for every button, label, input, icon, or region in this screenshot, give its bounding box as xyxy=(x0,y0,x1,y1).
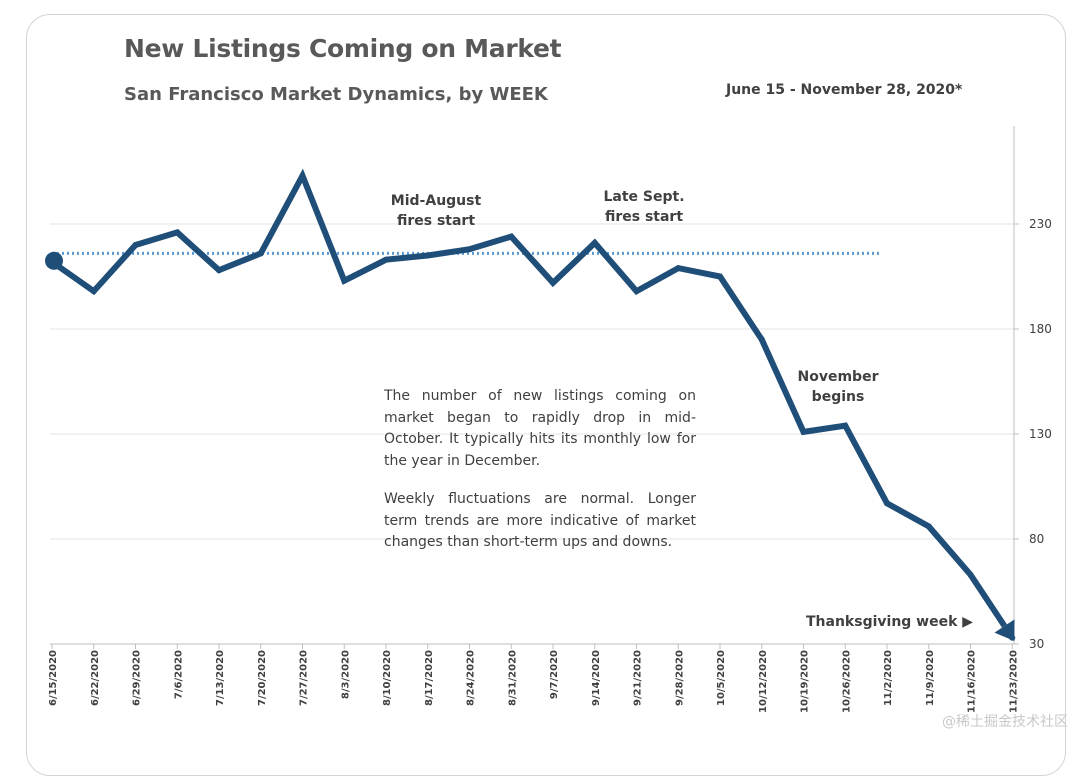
watermark: @稀土掘金技术社区 xyxy=(942,714,1068,730)
annotation-line: Late Sept. xyxy=(603,189,685,205)
data-point xyxy=(675,265,682,272)
annotation-line: fires start xyxy=(604,209,684,225)
x-tick-label: 7/6/2020 xyxy=(173,650,184,699)
data-point xyxy=(90,288,97,295)
data-point xyxy=(257,250,264,257)
data-point xyxy=(967,571,974,578)
note-paragraph-2: Weekly fluctuations are normal. Longer t… xyxy=(384,491,696,550)
x-tick-label: 9/7/2020 xyxy=(549,650,560,699)
annotation-mid-august: Mid-August fires start xyxy=(388,191,484,231)
annotation-line: begins xyxy=(811,389,865,405)
data-point xyxy=(508,233,515,240)
series-line-new-listings xyxy=(50,168,1008,628)
x-tick-label: 6/15/2020 xyxy=(48,650,59,706)
data-point xyxy=(132,242,139,248)
x-tick-label: 10/26/2020 xyxy=(841,650,852,713)
data-point xyxy=(341,277,348,284)
x-tick-label: 11/9/2020 xyxy=(925,650,936,706)
x-tick-label: 8/17/2020 xyxy=(424,650,435,706)
note-paragraph-1: The number of new listings coming on mar… xyxy=(384,388,696,469)
data-point xyxy=(758,336,765,343)
x-tick-label: 7/13/2020 xyxy=(215,650,226,706)
data-point xyxy=(383,256,389,263)
chart-subtitle: San Francisco Market Dynamics, by WEEK xyxy=(124,84,548,105)
annotation-line: fires start xyxy=(396,213,476,229)
x-tick-label: 11/16/2020 xyxy=(967,650,978,713)
data-point xyxy=(717,273,723,280)
data-point xyxy=(550,279,556,286)
y-tick-label: 180 xyxy=(1029,322,1052,336)
x-tick-label: 11/23/2020 xyxy=(1008,650,1019,713)
x-tick-label: 9/28/2020 xyxy=(674,650,685,706)
x-tick-label: 10/19/2020 xyxy=(800,650,811,713)
x-tick-label: 8/10/2020 xyxy=(382,650,393,706)
x-tick-label: 10/12/2020 xyxy=(758,650,769,713)
data-point xyxy=(299,172,306,179)
data-point xyxy=(842,422,849,429)
data-point xyxy=(884,500,890,507)
x-tick-label: 6/22/2020 xyxy=(90,650,101,706)
y-tick-label: 80 xyxy=(1029,532,1044,546)
x-tick-label: 9/14/2020 xyxy=(591,650,602,706)
chart-title: New Listings Coming on Market xyxy=(124,34,562,63)
data-point xyxy=(800,428,807,435)
x-tick-label: 10/5/2020 xyxy=(716,650,727,706)
x-tick-label: 6/29/2020 xyxy=(132,650,143,706)
data-point xyxy=(424,252,431,259)
annotation-line: Mid-August xyxy=(390,193,482,209)
y-tick-label: 30 xyxy=(1029,637,1044,651)
data-point xyxy=(633,288,640,295)
data-point xyxy=(591,239,598,246)
data-point xyxy=(925,523,932,530)
x-tick-label: 7/20/2020 xyxy=(257,650,268,706)
x-tick-label: 9/21/2020 xyxy=(633,650,644,706)
date-range: June 15 - November 28, 2020* xyxy=(726,82,963,98)
series-start-marker xyxy=(45,251,63,270)
y-tick-label: 230 xyxy=(1029,217,1052,231)
line-chart: 30 80 130 180 230 6/15/2020 6/22/2020 6/29/202… xyxy=(45,126,1052,713)
x-tick-label: 8/24/2020 xyxy=(466,650,477,706)
x-tick-label: 8/31/2020 xyxy=(507,650,518,706)
annotation-november: November begins xyxy=(794,367,882,407)
data-point xyxy=(216,267,222,274)
series-end-arrow xyxy=(994,619,1015,642)
annotation-line: November xyxy=(797,369,879,385)
data-point xyxy=(174,229,181,236)
y-tick-label: 130 xyxy=(1029,427,1052,441)
data-point xyxy=(466,246,473,253)
chart-frame xyxy=(26,14,1066,776)
x-tick-label: 8/3/2020 xyxy=(340,650,351,699)
annotation-late-sept: Late Sept. fires start xyxy=(600,187,688,227)
x-tick-label: 7/27/2020 xyxy=(299,650,310,706)
x-tick-label: 11/2/2020 xyxy=(883,650,894,706)
annotation-thanksgiving: Thanksgiving week ▶ xyxy=(806,614,974,630)
